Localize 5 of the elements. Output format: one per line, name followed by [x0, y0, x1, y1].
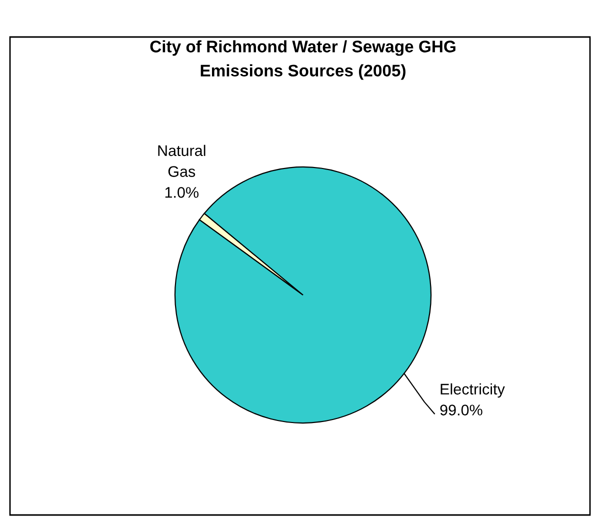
- data-label: 99.0%: [440, 404, 482, 416]
- slice-label: Natural Gas: [158, 144, 206, 177]
- slice-label: Electricity: [440, 383, 505, 398]
- data-label: 1.0%: [165, 187, 198, 198]
- chart-title: City of Richmond Water / Sewage GHG Emissions Sources (2005): [150, 40, 456, 80]
